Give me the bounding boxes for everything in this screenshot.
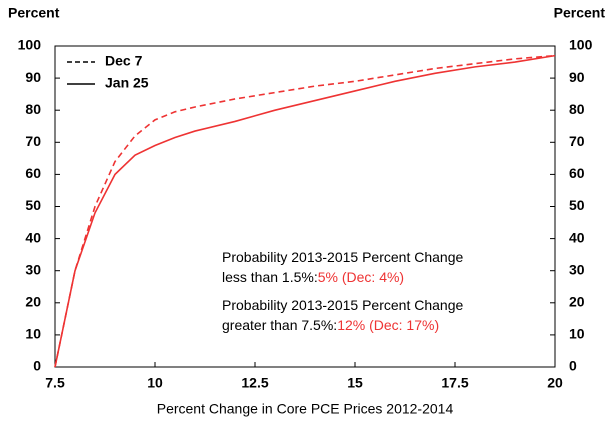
- y2-tick-label: 80: [569, 101, 585, 117]
- x-tick-label: 15: [347, 375, 363, 391]
- y-tick-label: 100: [18, 37, 42, 53]
- annotation-text: less than 1.5%:5% (Dec: 4%): [222, 269, 404, 285]
- annotation-line: less than 1.5%:: [222, 269, 318, 285]
- y-tick-label: 60: [25, 165, 41, 181]
- y2-tick-label: 90: [569, 69, 585, 85]
- y-tick-label: 80: [25, 101, 41, 117]
- y-tick-label: 50: [25, 197, 41, 213]
- annotation-line: Probability 2013-2015 Percent Change: [222, 297, 463, 313]
- y2-tick-label: 70: [569, 133, 585, 149]
- y-tick-label: 30: [25, 261, 41, 277]
- y2-tick-label: 100: [569, 37, 593, 53]
- annotation-highlight: 5% (Dec: 4%): [318, 269, 404, 285]
- y2-tick-label: 0: [569, 358, 577, 374]
- x-tick-label: 17.5: [441, 375, 468, 391]
- x-tick-label: 12.5: [241, 375, 268, 391]
- y2-tick-label: 20: [569, 294, 585, 310]
- y-tick-label: 40: [25, 229, 41, 245]
- y-tick-label: 20: [25, 294, 41, 310]
- series-line: [54, 54, 556, 368]
- y-axis-label: Percent: [8, 5, 60, 21]
- y2-tick-label: 10: [569, 326, 585, 342]
- y2-tick-label: 60: [569, 165, 585, 181]
- y2-tick-label: 50: [569, 197, 585, 213]
- annotation-highlight: 12% (Dec: 17%): [337, 317, 439, 333]
- y2-tick-label: 30: [569, 261, 585, 277]
- series-line: [54, 54, 556, 368]
- x-tick-label: 7.5: [45, 375, 65, 391]
- y2-tick-label: 40: [569, 229, 585, 245]
- annotation-line: greater than 7.5%:: [222, 317, 337, 333]
- annotation-text: Probability 2013-2015 Percent Change: [222, 249, 463, 265]
- annotation-text: greater than 7.5%:12% (Dec: 17%): [222, 317, 439, 333]
- x-tick-label: 10: [147, 375, 163, 391]
- annotation-text: Probability 2013-2015 Percent Change: [222, 297, 463, 313]
- x-tick-label: 20: [547, 375, 563, 391]
- annotation-line: Probability 2013-2015 Percent Change: [222, 249, 463, 265]
- y2-axis-label: Percent: [554, 5, 606, 21]
- y-tick-label: 90: [25, 69, 41, 85]
- y-tick-label: 10: [25, 326, 41, 342]
- legend-label: Dec 7: [105, 53, 143, 69]
- x-axis-label: Percent Change in Core PCE Prices 2012-2…: [157, 401, 454, 417]
- y-tick-label: 0: [33, 358, 41, 374]
- legend-label: Jan 25: [105, 75, 149, 91]
- y-tick-label: 70: [25, 133, 41, 149]
